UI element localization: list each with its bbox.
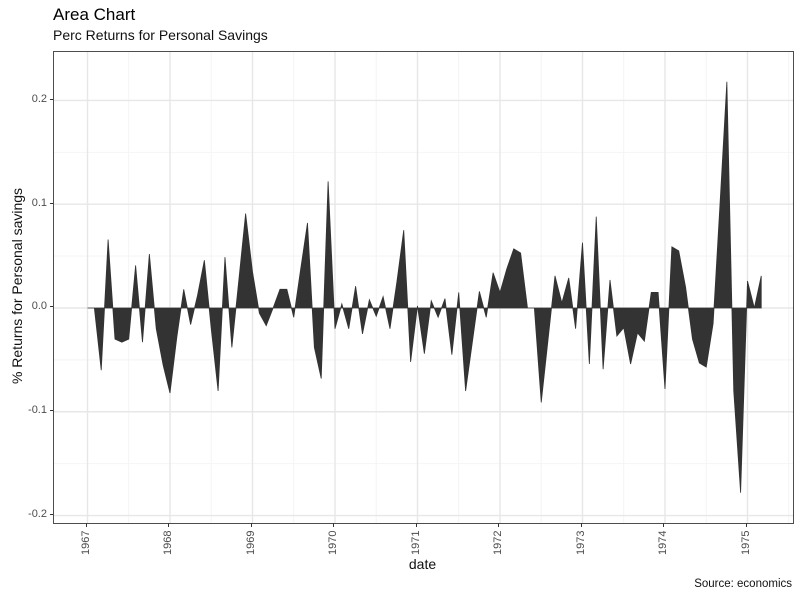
x-axis-title: date: [408, 556, 437, 572]
x-tick-label: 1969: [244, 530, 257, 555]
y-tick-mark: [49, 202, 53, 204]
y-tick-mark: [49, 306, 53, 308]
x-tick-mark: [663, 523, 665, 527]
chart-subtitle: Perc Returns for Personal Savings: [53, 27, 268, 43]
y-tick-label: 0.0: [31, 300, 47, 313]
x-tick-label: 1973: [574, 530, 587, 555]
y-tick-label: 0.2: [31, 92, 47, 105]
y-tick-mark: [49, 98, 53, 100]
y-axis-title: % Returns for Personal savings: [9, 187, 25, 385]
plot-panel: [53, 51, 794, 524]
x-tick-mark: [85, 523, 87, 527]
y-tick-mark: [49, 410, 53, 412]
x-tick-label: 1971: [409, 530, 422, 555]
source-caption: Source: economics: [694, 578, 792, 590]
y-tick-label: -0.1: [28, 404, 47, 417]
chart-title: Area Chart: [53, 5, 136, 24]
x-tick-mark: [498, 523, 500, 527]
x-tick-mark: [415, 523, 417, 527]
x-tick-label: 1970: [327, 530, 340, 555]
x-tick-label: 1972: [492, 530, 505, 555]
area-plot: [54, 52, 793, 523]
x-tick-mark: [168, 523, 170, 527]
x-tick-label: 1967: [79, 530, 92, 555]
y-tick-label: 0.1: [31, 196, 47, 209]
x-tick-label: 1968: [162, 530, 175, 555]
x-tick-mark: [745, 523, 747, 527]
x-tick-label: 1974: [657, 530, 670, 555]
y-tick-label: -0.2: [28, 508, 47, 521]
x-tick-mark: [580, 523, 582, 527]
y-tick-mark: [49, 514, 53, 516]
x-tick-mark: [250, 523, 252, 527]
area-series: [87, 81, 762, 493]
x-tick-label: 1975: [739, 530, 752, 555]
x-tick-mark: [333, 523, 335, 527]
